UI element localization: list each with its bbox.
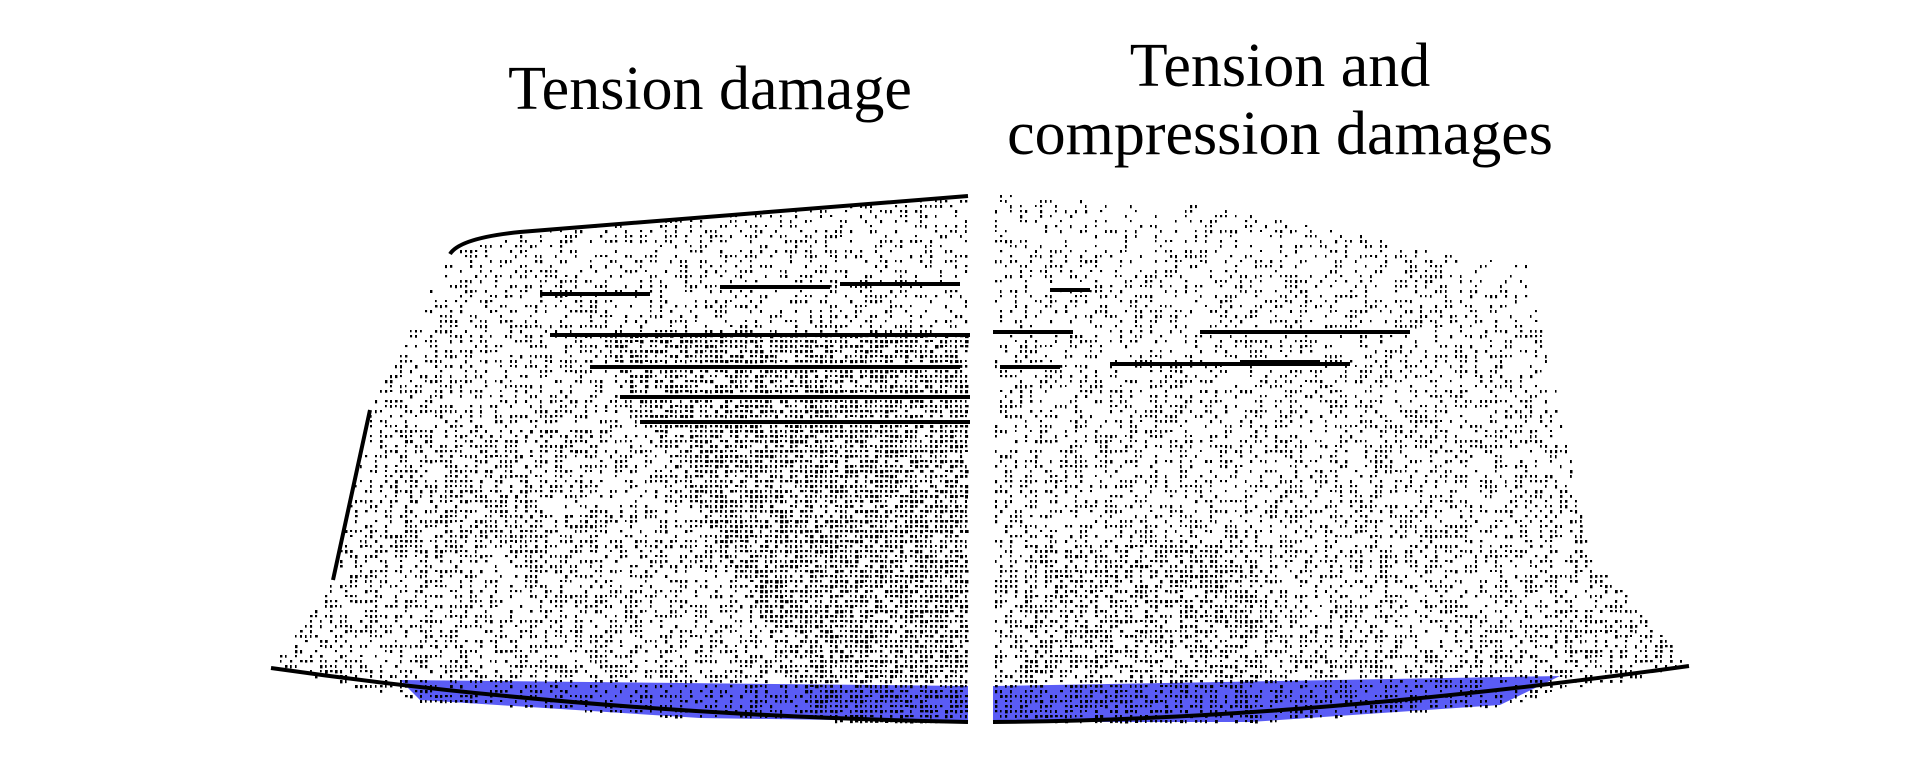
damage-crack-band <box>620 395 970 399</box>
damage-crack-band <box>1050 288 1090 292</box>
damage-crack-band <box>840 282 960 286</box>
particles <box>280 195 969 724</box>
damage-crack-band <box>1110 362 1350 366</box>
tension-compression-label-line1: Tension and <box>1129 32 1431 100</box>
damage-crack-band <box>590 365 960 369</box>
damage-crack-band <box>720 285 830 289</box>
tension-damage-panel <box>270 194 970 724</box>
boundary-outline <box>992 664 1690 724</box>
tension-damage-label: Tension damage <box>508 55 912 123</box>
tension-compression-damage-panel <box>992 195 1690 724</box>
damage-crack-band <box>550 333 970 337</box>
tension-compression-label: Tension and compression damages <box>960 32 1600 168</box>
tension-compression-label-line2: compression damages <box>1007 100 1553 168</box>
damage-crack-band <box>1200 330 1410 334</box>
damage-crack-band <box>993 330 1073 334</box>
damage-crack-band <box>1240 360 1320 364</box>
damage-crack-band <box>540 292 650 296</box>
damaged-base-region <box>993 676 1560 722</box>
damage-crack-band <box>640 420 970 424</box>
damage-crack-band <box>1000 365 1060 369</box>
particles <box>995 195 1682 724</box>
boundary-outline <box>270 194 969 724</box>
